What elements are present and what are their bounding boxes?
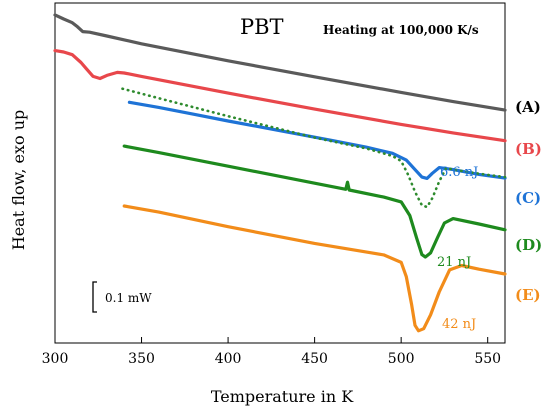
series-label-c: (C) bbox=[515, 189, 541, 207]
x-ticks: 300 350 400 450 500 550 bbox=[42, 337, 501, 367]
series-label-d: (D) bbox=[515, 236, 542, 254]
energy-annotation-d: 21 nJ bbox=[437, 255, 471, 270]
x-axis-label: Temperature in K bbox=[211, 387, 354, 406]
x-tick-label-500: 500 bbox=[388, 351, 415, 367]
energy-annotation-c: 6.6 nJ bbox=[440, 165, 478, 180]
series-line-a bbox=[53, 13, 507, 112]
scale-bar-line bbox=[92, 281, 97, 313]
series-line-c bbox=[127, 100, 507, 180]
energy-annotation-e: 42 nJ bbox=[442, 317, 476, 332]
series-label-b: (B) bbox=[515, 140, 542, 158]
x-tick-label-300: 300 bbox=[42, 351, 69, 367]
series-label-e: (E) bbox=[515, 286, 541, 304]
series-line-d bbox=[122, 144, 507, 259]
chart-title: PBT bbox=[240, 15, 284, 39]
x-tick-label-350: 350 bbox=[128, 351, 155, 367]
series-label-a: (A) bbox=[515, 98, 541, 116]
labels-layer: (A) (B) (C) 6.6 nJ (D) 21 nJ (E) 42 nJ bbox=[437, 98, 542, 332]
scale-bar-label: 0.1 mW bbox=[105, 291, 152, 305]
heating-note: Heating at 100,000 K/s bbox=[323, 23, 479, 37]
x-tick-label-450: 450 bbox=[301, 351, 328, 367]
x-tick-label-400: 400 bbox=[215, 351, 242, 367]
y-axis-label: Heat flow, exo up bbox=[9, 110, 28, 251]
series-layer bbox=[53, 13, 507, 333]
scale-bar: 0.1 mW bbox=[92, 281, 152, 313]
series-line-e bbox=[122, 204, 507, 333]
x-tick-label-550: 550 bbox=[474, 351, 501, 367]
plot-frame bbox=[54, 2, 506, 344]
series-line-c-dotted bbox=[121, 87, 507, 209]
series-line-b bbox=[53, 49, 507, 143]
